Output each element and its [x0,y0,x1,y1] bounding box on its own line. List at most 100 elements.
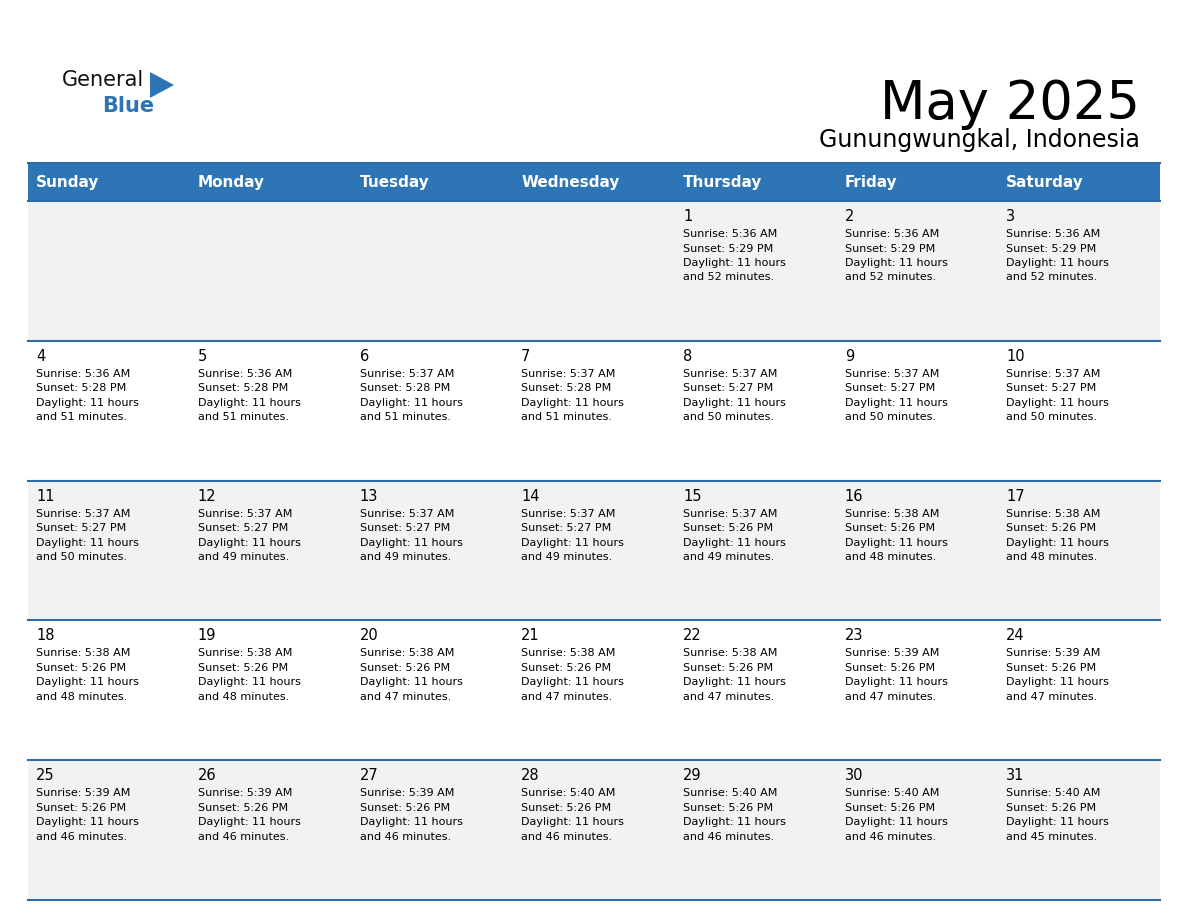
Text: Sunrise: 5:39 AM: Sunrise: 5:39 AM [1006,648,1101,658]
Text: and 50 minutes.: and 50 minutes. [845,412,936,422]
Text: Wednesday: Wednesday [522,174,620,189]
Text: 18: 18 [36,629,55,644]
Text: Sunrise: 5:37 AM: Sunrise: 5:37 AM [360,509,454,519]
Text: Daylight: 11 hours: Daylight: 11 hours [36,538,139,548]
Text: Sunrise: 5:39 AM: Sunrise: 5:39 AM [36,789,131,798]
Text: Daylight: 11 hours: Daylight: 11 hours [845,258,948,268]
Text: 12: 12 [197,488,216,504]
Text: Daylight: 11 hours: Daylight: 11 hours [683,397,785,408]
Text: and 47 minutes.: and 47 minutes. [845,692,936,702]
Polygon shape [150,72,173,98]
Text: 5: 5 [197,349,207,364]
Text: 16: 16 [845,488,864,504]
Text: Daylight: 11 hours: Daylight: 11 hours [360,677,462,688]
Text: Sunrise: 5:38 AM: Sunrise: 5:38 AM [197,648,292,658]
Text: Daylight: 11 hours: Daylight: 11 hours [197,397,301,408]
Text: Sunrise: 5:38 AM: Sunrise: 5:38 AM [36,648,131,658]
Text: and 46 minutes.: and 46 minutes. [845,832,936,842]
Text: Daylight: 11 hours: Daylight: 11 hours [845,397,948,408]
Bar [190,163,352,201]
Text: Daylight: 11 hours: Daylight: 11 hours [1006,397,1110,408]
Text: Sunset: 5:27 PM: Sunset: 5:27 PM [522,523,612,533]
Text: Sunset: 5:27 PM: Sunset: 5:27 PM [36,523,126,533]
Text: Sunday: Sunday [36,174,100,189]
Text: 15: 15 [683,488,701,504]
Text: Daylight: 11 hours: Daylight: 11 hours [197,538,301,548]
Text: Sunset: 5:29 PM: Sunset: 5:29 PM [845,243,935,253]
Text: Daylight: 11 hours: Daylight: 11 hours [1006,817,1110,827]
Text: Sunrise: 5:36 AM: Sunrise: 5:36 AM [683,229,777,239]
Text: Daylight: 11 hours: Daylight: 11 hours [360,538,462,548]
Text: Daylight: 11 hours: Daylight: 11 hours [36,817,139,827]
Text: Sunrise: 5:37 AM: Sunrise: 5:37 AM [1006,369,1101,379]
Text: Sunrise: 5:37 AM: Sunrise: 5:37 AM [845,369,939,379]
Text: and 52 minutes.: and 52 minutes. [683,273,775,283]
Text: and 46 minutes.: and 46 minutes. [36,832,127,842]
Text: Sunset: 5:26 PM: Sunset: 5:26 PM [36,663,126,673]
Text: 22: 22 [683,629,702,644]
Text: Gunungwungkal, Indonesia: Gunungwungkal, Indonesia [819,128,1140,152]
Text: Daylight: 11 hours: Daylight: 11 hours [197,817,301,827]
Text: Sunset: 5:26 PM: Sunset: 5:26 PM [1006,523,1097,533]
Text: and 47 minutes.: and 47 minutes. [360,692,450,702]
Text: Sunrise: 5:37 AM: Sunrise: 5:37 AM [36,509,131,519]
Text: Sunset: 5:26 PM: Sunset: 5:26 PM [683,523,773,533]
Text: 3: 3 [1006,209,1016,224]
Text: Sunset: 5:26 PM: Sunset: 5:26 PM [683,663,773,673]
Text: Sunset: 5:26 PM: Sunset: 5:26 PM [36,802,126,812]
Bar [836,163,998,201]
Text: Sunrise: 5:38 AM: Sunrise: 5:38 AM [845,509,939,519]
Text: Sunrise: 5:37 AM: Sunrise: 5:37 AM [522,369,615,379]
Text: Daylight: 11 hours: Daylight: 11 hours [522,397,624,408]
Text: 11: 11 [36,488,55,504]
Text: Blue: Blue [102,96,154,116]
Text: Sunset: 5:26 PM: Sunset: 5:26 PM [845,523,935,533]
Text: 13: 13 [360,488,378,504]
Text: and 52 minutes.: and 52 minutes. [1006,273,1098,283]
Text: Sunset: 5:26 PM: Sunset: 5:26 PM [360,663,449,673]
Bar [29,621,1159,760]
Text: Daylight: 11 hours: Daylight: 11 hours [1006,538,1110,548]
Text: Sunset: 5:28 PM: Sunset: 5:28 PM [36,384,126,393]
Text: Sunrise: 5:40 AM: Sunrise: 5:40 AM [1006,789,1101,798]
Text: 29: 29 [683,768,702,783]
Text: Daylight: 11 hours: Daylight: 11 hours [845,538,948,548]
Text: 7: 7 [522,349,531,364]
Bar [29,163,190,201]
Text: and 51 minutes.: and 51 minutes. [36,412,127,422]
Text: and 46 minutes.: and 46 minutes. [360,832,450,842]
Text: and 47 minutes.: and 47 minutes. [1006,692,1098,702]
Text: Friday: Friday [845,174,897,189]
Text: and 50 minutes.: and 50 minutes. [1006,412,1098,422]
Text: and 46 minutes.: and 46 minutes. [683,832,775,842]
Bar [352,163,513,201]
Text: Sunrise: 5:36 AM: Sunrise: 5:36 AM [1006,229,1100,239]
Text: Daylight: 11 hours: Daylight: 11 hours [683,817,785,827]
Bar [998,163,1159,201]
Text: Sunset: 5:26 PM: Sunset: 5:26 PM [1006,663,1097,673]
Text: Sunset: 5:26 PM: Sunset: 5:26 PM [845,663,935,673]
Text: Sunrise: 5:37 AM: Sunrise: 5:37 AM [683,509,777,519]
Text: 30: 30 [845,768,864,783]
Text: 1: 1 [683,209,693,224]
Text: and 48 minutes.: and 48 minutes. [1006,552,1098,562]
Text: Sunrise: 5:39 AM: Sunrise: 5:39 AM [360,789,454,798]
Text: Sunset: 5:26 PM: Sunset: 5:26 PM [360,802,449,812]
Text: Daylight: 11 hours: Daylight: 11 hours [845,817,948,827]
Text: 20: 20 [360,629,378,644]
Text: and 49 minutes.: and 49 minutes. [522,552,613,562]
Text: 4: 4 [36,349,45,364]
Text: Sunrise: 5:38 AM: Sunrise: 5:38 AM [683,648,777,658]
Text: and 51 minutes.: and 51 minutes. [197,412,289,422]
Text: Sunset: 5:26 PM: Sunset: 5:26 PM [522,802,612,812]
Text: Sunset: 5:28 PM: Sunset: 5:28 PM [360,384,450,393]
Text: Daylight: 11 hours: Daylight: 11 hours [1006,258,1110,268]
Text: Thursday: Thursday [683,174,763,189]
Text: 8: 8 [683,349,693,364]
Text: and 49 minutes.: and 49 minutes. [197,552,289,562]
Text: Sunset: 5:28 PM: Sunset: 5:28 PM [522,384,612,393]
Text: and 46 minutes.: and 46 minutes. [522,832,612,842]
Text: Sunset: 5:27 PM: Sunset: 5:27 PM [197,523,287,533]
Text: Daylight: 11 hours: Daylight: 11 hours [360,397,462,408]
Text: Sunset: 5:27 PM: Sunset: 5:27 PM [360,523,450,533]
